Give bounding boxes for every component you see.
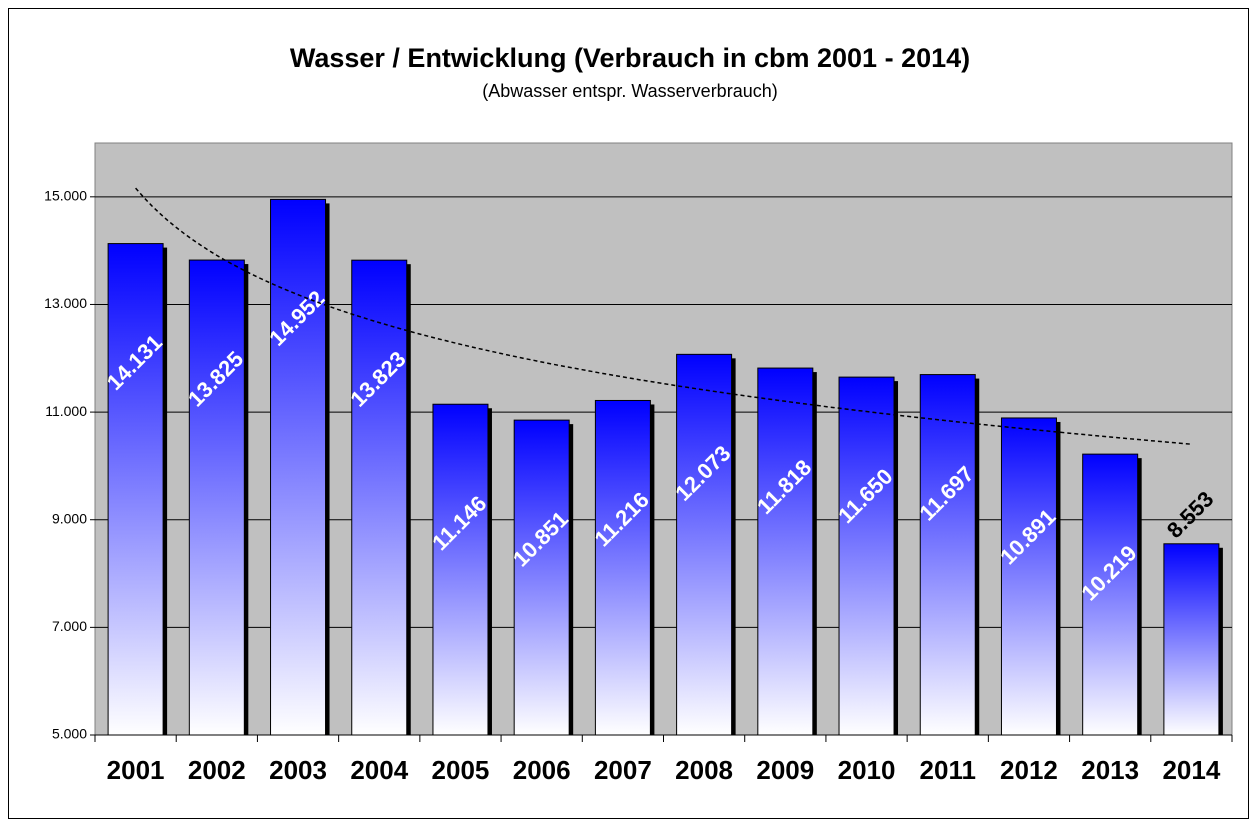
bar (1163, 543, 1220, 736)
x-tick-label: 2006 (513, 755, 571, 785)
y-tick-label: 7.000 (52, 618, 87, 634)
y-tick-label: 11.000 (45, 403, 87, 419)
bar (432, 403, 489, 736)
x-tick-label: 2009 (756, 755, 814, 785)
trendline (135, 187, 1192, 445)
x-tick-label: 2011 (920, 755, 976, 785)
x-tick-label: 2014 (1162, 755, 1220, 785)
bar (513, 419, 570, 736)
bar (351, 259, 408, 736)
bar (270, 198, 327, 736)
x-tick-label: 2007 (594, 755, 652, 785)
x-tick-label: 2002 (188, 755, 246, 785)
plot-area (94, 142, 1233, 736)
x-tick-label: 2012 (1000, 755, 1058, 785)
y-tick-label: 5.000 (52, 726, 87, 742)
x-tick-label: 2010 (838, 755, 896, 785)
x-tick-label: 2004 (350, 755, 408, 785)
x-tick-label: 2001 (107, 755, 165, 785)
bar (757, 367, 814, 736)
bar (1000, 417, 1057, 736)
bar (1082, 453, 1139, 736)
bar (838, 376, 895, 736)
x-tick-label: 2005 (432, 755, 490, 785)
chart-title: Wasser / Entwicklung (Verbrauch in cbm 2… (290, 43, 970, 73)
bar (188, 259, 245, 736)
bar (594, 399, 651, 736)
x-tick-label: 2003 (269, 755, 327, 785)
y-tick-label: 9.000 (52, 510, 87, 526)
x-tick-label: 2008 (675, 755, 733, 785)
bar (919, 374, 976, 736)
bar (676, 353, 733, 736)
chart-subtitle: (Abwasser entspr. Wasserverbrauch) (482, 81, 777, 101)
x-tick-label: 2013 (1081, 755, 1139, 785)
y-tick-label: 13.000 (44, 295, 87, 311)
y-tick-label: 15.000 (44, 188, 87, 204)
bar (107, 243, 164, 736)
